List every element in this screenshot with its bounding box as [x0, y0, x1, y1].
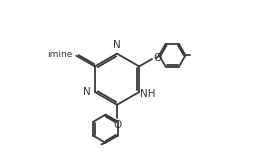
Text: NH: NH [140, 89, 156, 99]
Text: imine: imine [47, 50, 72, 59]
Text: N: N [84, 87, 91, 97]
Text: N: N [113, 40, 121, 50]
Text: O: O [154, 53, 162, 63]
Text: O: O [113, 120, 121, 131]
